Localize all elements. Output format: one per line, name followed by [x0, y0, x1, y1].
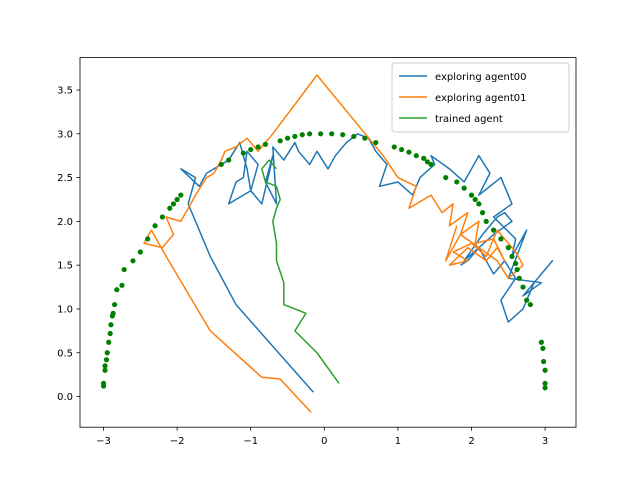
scatter-point [108, 322, 114, 328]
scatter-point [468, 192, 475, 198]
scatter-point [398, 146, 405, 153]
scatter-point [307, 131, 313, 137]
y-tick-label: 1.0 [57, 304, 73, 315]
scatter-point [329, 131, 335, 137]
scatter-point [240, 150, 246, 156]
scatter-point [498, 236, 504, 242]
scatter-point [119, 282, 125, 288]
scatter-point [106, 339, 112, 345]
scatter-point [299, 132, 305, 138]
legend-label-trained: trained agent [435, 114, 503, 125]
scatter-point [424, 159, 430, 165]
y-tick-label: 1.5 [57, 261, 73, 272]
scatter-point [509, 253, 515, 260]
scatter-point [170, 201, 177, 207]
x-tick-label: 3 [542, 436, 548, 447]
legend-label-agent01: exploring agent01 [435, 93, 527, 104]
scatter-point [145, 236, 151, 242]
scatter-point [218, 161, 224, 168]
scatter-point [490, 227, 497, 233]
scatter-point [248, 146, 254, 153]
scatter-point [527, 301, 533, 308]
x-tick-label: −1 [243, 436, 258, 447]
x-tick-label: 1 [395, 436, 401, 447]
series-line-0 [180, 133, 554, 393]
legend-label-agent00: exploring agent00 [435, 72, 527, 83]
scatter-point [542, 380, 548, 387]
x-tick-label: −3 [96, 436, 111, 447]
scatter-point [103, 357, 110, 363]
series-line-2 [261, 159, 340, 384]
scatter-point [542, 367, 548, 373]
scatter-point [351, 133, 357, 140]
scatter-point [406, 149, 412, 155]
scatter-point [514, 266, 520, 273]
scatter-point [454, 179, 460, 185]
series-line-1 [143, 74, 524, 413]
x-tick-label: 0 [321, 436, 327, 447]
scatter-point [318, 131, 324, 137]
x-tick-label: −2 [170, 436, 185, 447]
scatter-point [538, 339, 545, 345]
scatter-point [540, 345, 546, 351]
y-tick-label: 2.0 [57, 217, 73, 228]
scatter-point [130, 258, 136, 264]
scatter-point [121, 266, 127, 273]
legend: exploring agent00 exploring agent01 trai… [391, 62, 570, 133]
scatter-point [516, 275, 522, 281]
scatter-point [277, 138, 283, 144]
y-tick-label: 3.5 [57, 86, 73, 97]
scatter-point [391, 144, 397, 150]
scatter-point [505, 245, 511, 251]
scatter-point [152, 223, 158, 229]
scatter-point [413, 153, 419, 159]
plot-frame [79, 57, 577, 428]
scatter-point [292, 133, 298, 140]
scatter-point [541, 358, 547, 365]
legend-box [391, 62, 570, 133]
scatter-point [284, 135, 291, 141]
scatter-point [111, 301, 118, 308]
scatter-point [178, 192, 184, 198]
scatter-point [421, 155, 427, 161]
scatter-point [107, 330, 113, 337]
scatter-point [542, 385, 548, 391]
scatter-point [255, 144, 261, 150]
scatter-point [513, 260, 519, 267]
scatter-point [102, 367, 108, 373]
y-axis: 0.0 0.5 1.0 1.5 2.0 2.5 3.0 3.5 [57, 86, 80, 403]
scatter-point [443, 174, 449, 181]
scatter-point [373, 139, 379, 146]
y-tick-label: 0.0 [57, 392, 73, 403]
scatter-point [102, 363, 108, 369]
y-tick-label: 3.0 [57, 129, 73, 140]
scatter-point [137, 249, 143, 255]
scatter-point [476, 201, 482, 207]
scatter-point [114, 287, 120, 293]
scatter-point [362, 135, 368, 141]
scatter-point [262, 141, 269, 147]
series-layer [100, 74, 554, 413]
scatter-point [479, 210, 486, 216]
y-tick-label: 0.5 [57, 348, 73, 359]
scatter-point [174, 196, 180, 203]
scatter-point [340, 132, 346, 138]
scatter-point [428, 161, 434, 168]
scatter-point [520, 284, 526, 290]
scatter-point [472, 196, 478, 203]
scatter-point [159, 214, 166, 220]
scatter-point [226, 157, 232, 163]
scatter-point [104, 350, 110, 356]
x-tick-label: 2 [468, 436, 474, 447]
x-axis: −3 −2 −1 0 1 2 3 [96, 427, 548, 447]
scatter-point [100, 380, 107, 387]
scatter-point [110, 310, 116, 316]
scatter-point [483, 218, 489, 224]
y-tick-label: 2.5 [57, 173, 73, 184]
scatter-point [167, 205, 173, 211]
scatter-point [461, 185, 467, 191]
scatter-point [524, 297, 530, 303]
